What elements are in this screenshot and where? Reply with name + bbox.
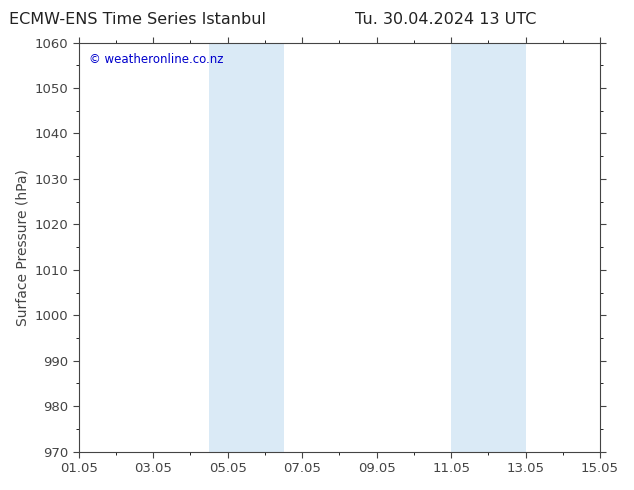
Y-axis label: Surface Pressure (hPa): Surface Pressure (hPa): [15, 169, 29, 325]
Text: ECMW-ENS Time Series Istanbul: ECMW-ENS Time Series Istanbul: [10, 12, 266, 27]
Bar: [451, 43, 526, 452]
Text: Tu. 30.04.2024 13 UTC: Tu. 30.04.2024 13 UTC: [355, 12, 536, 27]
Bar: [209, 43, 283, 452]
Text: © weatheronline.co.nz: © weatheronline.co.nz: [89, 53, 224, 66]
